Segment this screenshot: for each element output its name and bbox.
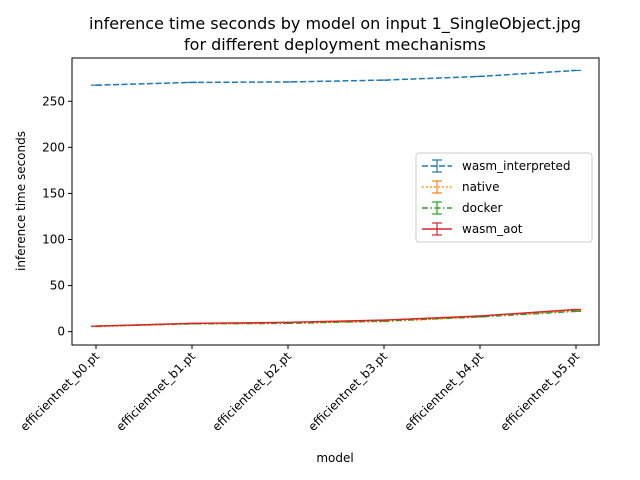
y-tick-label: 100: [42, 233, 65, 247]
x-tick-label: efficientnet_b3.pt: [305, 349, 390, 434]
legend-label-docker: docker: [462, 201, 502, 215]
series-wasm_aot: [91, 308, 581, 327]
x-tick-label: efficientnet_b4.pt: [401, 349, 486, 434]
series-wasm_interpreted: [91, 69, 581, 86]
legend-label-native: native: [462, 180, 499, 194]
plot-area: [71, 57, 600, 346]
x-tick-label: efficientnet_b2.pt: [209, 349, 294, 434]
x-tick-label: efficientnet_b5.pt: [497, 349, 582, 434]
legend-box: [415, 152, 593, 243]
x-axis: efficientnet_b0.pt efficientnet_b1.pt effi…: [17, 345, 582, 434]
y-axis: 0 50 100 150 200 250: [42, 94, 72, 339]
legend-label-wasm_aot: wasm_aot: [462, 222, 523, 236]
y-axis-label: inference time seconds: [14, 131, 28, 271]
y-tick-label: 200: [42, 140, 65, 154]
x-axis-label: model: [316, 451, 353, 465]
chart-title-line-1: inference time seconds by model on input…: [89, 14, 581, 34]
series-line-wasm_interpreted: [95, 69, 577, 86]
y-tick-label: 0: [57, 325, 65, 339]
series-layer: [91, 69, 581, 328]
y-tick-label: 50: [50, 279, 65, 293]
y-tick-label: 250: [42, 94, 65, 108]
series-line-wasm_aot: [95, 308, 577, 327]
legend-label-wasm_interpreted: wasm_interpreted: [462, 159, 570, 173]
x-tick-label: efficientnet_b1.pt: [113, 349, 198, 434]
x-tick-label: efficientnet_b0.pt: [17, 349, 102, 434]
y-tick-label: 150: [42, 186, 65, 200]
chart-title-line-2: for different deployment mechanisms: [184, 35, 486, 54]
